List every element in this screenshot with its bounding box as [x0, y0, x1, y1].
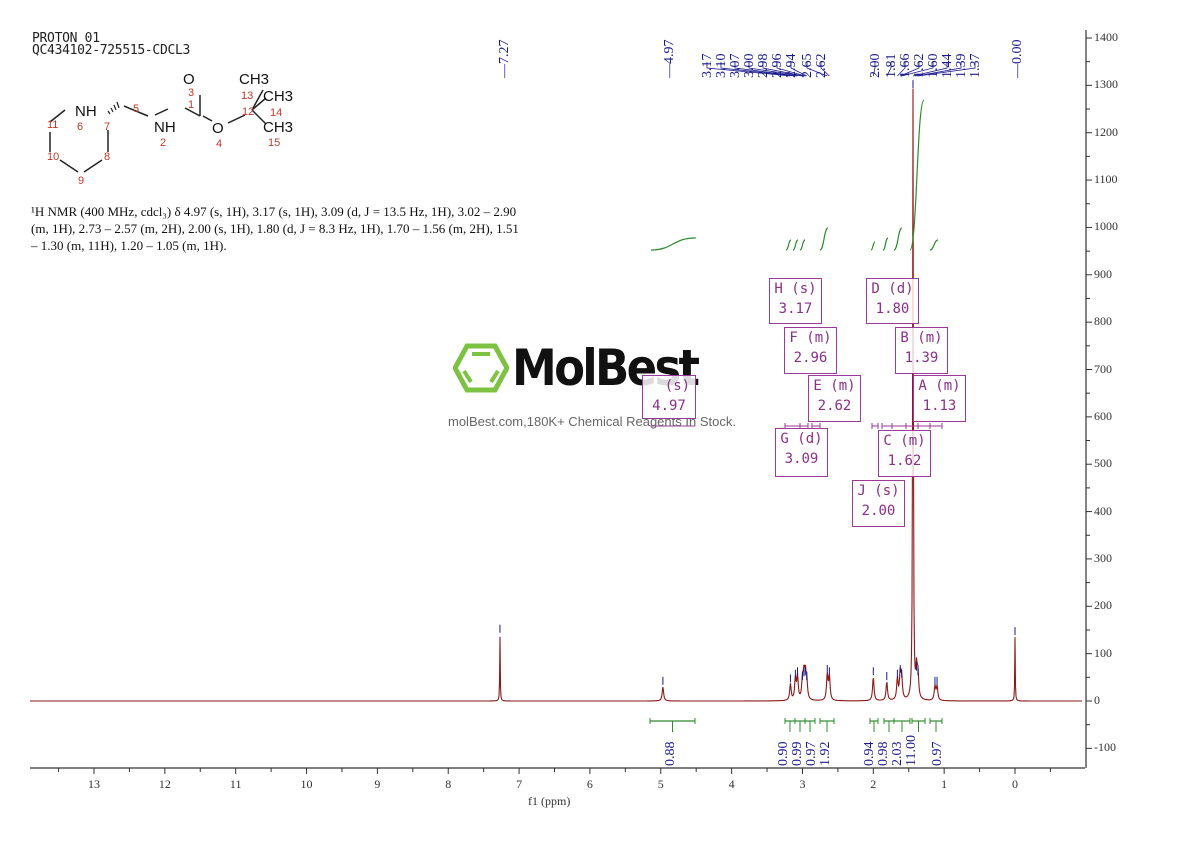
multiplet-box-b: B (m) 1.39 [895, 327, 948, 374]
nmr-description-line-1: ¹H NMR (400 MHz, cdcl₃) δ 4.97 (s, 1H), … [31, 204, 517, 219]
y-tick-label: 200 [1094, 598, 1112, 613]
y-tick-label: 600 [1094, 408, 1112, 423]
peak-label: —7.27 [497, 39, 512, 79]
x-tick-label: 12 [158, 777, 171, 791]
svg-text:9: 9 [78, 175, 84, 187]
nmr-description-line-2: (m, 1H), 2.73 – 2.57 (m, 2H), 2.00 (s, 1… [31, 221, 519, 236]
x-tick-label: 7 [516, 777, 523, 791]
x-tick-label: 5 [657, 777, 664, 791]
y-tick-label: 1100 [1094, 172, 1118, 187]
peak-label: 2.00 [868, 53, 883, 79]
svg-text:7: 7 [104, 121, 110, 133]
nmr-description: ¹H NMR (400 MHz, cdcl₃) δ 4.97 (s, 1H), … [31, 203, 611, 254]
x-tick-label: 11 [229, 777, 242, 791]
x-axis-label: f1 (ppm) [528, 794, 571, 808]
integral-value: 1.92 [818, 741, 833, 767]
y-tick-label: 500 [1094, 456, 1112, 471]
x-tick-label: 3 [799, 777, 806, 791]
svg-text:11: 11 [47, 119, 58, 131]
svg-text:1: 1 [188, 99, 194, 111]
atom-ch3-c: CH3 [263, 119, 293, 136]
multiplet-box-j: J (s) 2.00 [852, 480, 905, 527]
peak-label: 2.62 [814, 53, 829, 79]
svg-text:8: 8 [104, 151, 110, 163]
y-tick-label: 1300 [1094, 77, 1118, 92]
multiplet-box-f: F (m) 2.96 [784, 327, 837, 374]
y-tick-label: 1000 [1094, 219, 1118, 234]
integral-value: 11.00 [904, 735, 919, 766]
multiplet-box-a: A (m) 1.13 [913, 375, 966, 422]
y-tick-label: -100 [1094, 740, 1116, 755]
atom-ch3-b: CH3 [263, 88, 293, 105]
svg-text:4: 4 [216, 138, 222, 150]
svg-text:13: 13 [241, 90, 253, 102]
y-tick-label: 100 [1094, 645, 1112, 660]
x-tick-label: 2 [870, 777, 877, 791]
multiplet-box-g: G (d) 3.09 [775, 428, 828, 477]
x-tick-label: 6 [586, 777, 593, 791]
x-tick-label: 9 [374, 777, 381, 791]
molbest-logo-icon [453, 343, 509, 393]
svg-text:2: 2 [160, 137, 166, 149]
y-tick-label: 1400 [1094, 30, 1118, 44]
atom-nh-amide: NH [154, 119, 176, 136]
atom-o-carbonyl: O [183, 71, 195, 88]
peak-label: 1.37 [968, 53, 983, 79]
y-tick-label: 0 [1094, 693, 1100, 707]
svg-text:14: 14 [270, 107, 282, 119]
peak-label: —0.00 [1010, 39, 1025, 79]
sample-id: QC434102-725515-CDCL3 [32, 43, 191, 58]
integral-value: 0.88 [663, 741, 678, 767]
svg-text:10: 10 [47, 151, 59, 163]
multiplet-box-d: D (d) 1.80 [866, 278, 919, 324]
x-tick-label: 10 [300, 777, 313, 791]
multiplet-box-c: C (m) 1.62 [878, 430, 931, 477]
svg-text:3: 3 [188, 87, 194, 99]
atom-nh-ring: NH [75, 103, 97, 120]
nmr-description-line-3: – 1.30 (m, 11H), 1.20 – 1.05 (m, 1H). [31, 238, 227, 253]
peak-label: 2.94 [784, 53, 799, 79]
multiplet-box-e: E (m) 2.62 [808, 375, 861, 422]
svg-text:5: 5 [133, 103, 139, 115]
integral-value: 0.97 [930, 741, 945, 767]
svg-text:12: 12 [242, 106, 254, 118]
y-tick-label: 900 [1094, 266, 1112, 281]
multiplet-box-h: H (s) 3.17 [769, 278, 822, 324]
y-tick-label: 300 [1094, 550, 1112, 565]
chemical-structure: NH NH O O CH3 CH3 CH3 1 2 3 4 5 6 7 8 9 … [47, 71, 293, 187]
x-tick-label: 0 [1012, 777, 1018, 791]
y-tick-label: 700 [1094, 361, 1112, 376]
spectrum-title: PROTON 01 [32, 31, 100, 46]
y-tick-label: 400 [1094, 503, 1112, 518]
x-tick-label: 4 [728, 777, 735, 791]
atom-ch3-a: CH3 [239, 71, 269, 88]
atom-o-ester: O [212, 120, 224, 137]
multiplet-box-i: I (s) 4.97 [642, 375, 696, 419]
svg-text:15: 15 [268, 137, 280, 149]
svg-text:6: 6 [77, 121, 83, 133]
x-tick-label: 1 [941, 777, 948, 791]
x-tick-label: 13 [88, 777, 100, 791]
y-tick-label: 1200 [1094, 124, 1118, 139]
x-tick-label: 8 [445, 777, 452, 791]
y-tick-label: 800 [1094, 314, 1112, 329]
peak-label: —4.97 [662, 39, 677, 79]
